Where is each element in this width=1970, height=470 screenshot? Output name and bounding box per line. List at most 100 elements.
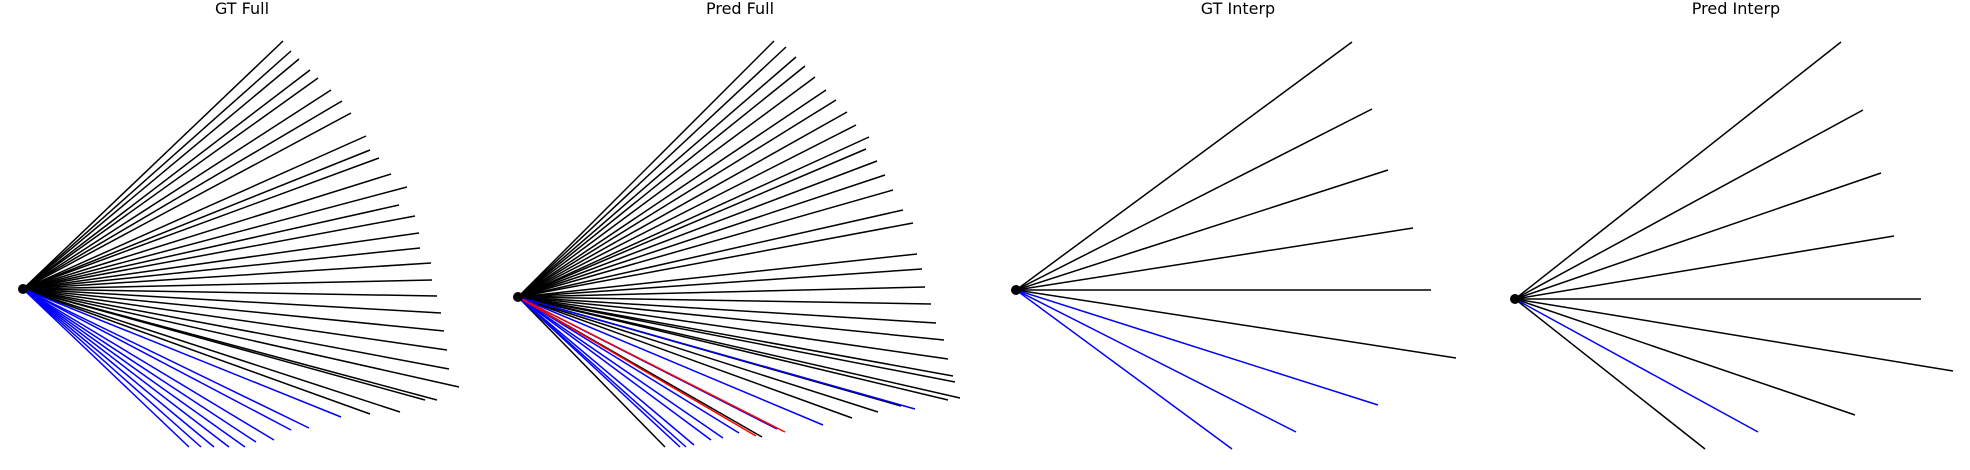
blue-ray [22, 288, 202, 448]
black-ray [22, 69, 311, 290]
black-ray [517, 222, 914, 298]
black-ray [22, 288, 448, 351]
blue-ray [22, 288, 215, 448]
origin-dot [1011, 285, 1021, 295]
blue-ray [22, 288, 292, 431]
black-ray [1015, 41, 1353, 291]
black-ray [517, 296, 932, 305]
blue-ray [517, 296, 712, 441]
panel-title: Pred Interp [1692, 0, 1780, 18]
ray-group [513, 40, 961, 448]
origin-dot [513, 292, 523, 302]
black-ray [22, 288, 438, 297]
black-ray [22, 157, 380, 290]
blue-ray [517, 296, 916, 410]
black-ray [22, 215, 416, 290]
black-ray [1514, 109, 1864, 300]
black-ray [1514, 298, 1706, 450]
black-ray [517, 296, 949, 401]
black-ray [517, 99, 837, 298]
black-ray [22, 173, 392, 290]
blue-ray [517, 296, 724, 439]
black-ray [517, 296, 956, 383]
black-ray [22, 288, 426, 401]
origin-dot [18, 284, 28, 294]
black-ray [22, 262, 432, 290]
black-ray [517, 124, 857, 298]
black-ray [1514, 298, 1856, 416]
black-ray [22, 186, 408, 290]
black-ray [517, 268, 923, 298]
black-ray [517, 296, 879, 413]
black-ray [517, 160, 878, 298]
black-ray [22, 279, 433, 290]
panel-title: Pred Full [706, 0, 774, 18]
blue-ray [1015, 289, 1297, 433]
black-ray [1015, 289, 1457, 359]
black-ray [22, 288, 445, 332]
blue-ray [1015, 289, 1233, 450]
black-ray [1015, 108, 1373, 291]
black-ray [517, 296, 954, 377]
black-ray [517, 76, 816, 298]
black-ray [517, 189, 894, 298]
panel-gt-full: GT Full [18, 0, 460, 448]
black-ray [517, 148, 867, 298]
black-ray [517, 136, 870, 298]
black-ray [22, 288, 371, 415]
black-ray [517, 89, 827, 298]
black-ray [22, 149, 371, 290]
blue-ray [517, 296, 824, 426]
black-ray [22, 288, 442, 314]
black-ray [1514, 41, 1842, 300]
black-ray [22, 89, 332, 290]
red-ray [517, 296, 757, 437]
black-ray [517, 296, 961, 399]
red-ray [517, 296, 786, 433]
black-ray [1514, 235, 1895, 300]
blue-ray [1015, 289, 1379, 406]
black-ray [517, 174, 886, 298]
panel-gt-interp: GT Interp [1011, 0, 1457, 450]
black-ray [517, 296, 937, 324]
blue-ray [22, 288, 275, 441]
black-ray [22, 288, 460, 388]
ray-group [18, 40, 460, 448]
blue-ray [517, 296, 740, 434]
black-ray [517, 56, 797, 298]
origin-dot [1510, 294, 1520, 304]
blue-ray [1514, 298, 1759, 433]
black-ray [22, 58, 300, 290]
panel-title: GT Interp [1201, 0, 1275, 18]
black-ray [22, 288, 401, 413]
black-ray [1514, 298, 1954, 372]
black-ray [22, 100, 343, 290]
ray-group [1510, 41, 1954, 450]
black-ray [1015, 227, 1414, 291]
black-ray [517, 209, 904, 298]
black-ray [517, 296, 666, 448]
black-ray [22, 50, 292, 290]
ray-group [1011, 41, 1457, 450]
black-ray [517, 296, 945, 341]
black-ray [22, 204, 400, 290]
blue-ray [22, 288, 342, 418]
blue-ray [517, 296, 695, 446]
black-ray [22, 232, 420, 290]
blue-ray [22, 288, 246, 448]
black-ray [22, 135, 367, 290]
black-ray [517, 296, 949, 360]
blue-ray [22, 288, 257, 443]
black-ray [517, 46, 787, 298]
black-ray [517, 40, 775, 298]
blue-ray [22, 288, 310, 429]
black-ray [517, 111, 848, 298]
black-ray [22, 40, 284, 290]
panel-pred-full: Pred Full [513, 0, 961, 448]
black-ray [22, 77, 319, 290]
black-ray [22, 288, 450, 370]
panel-pred-interp: Pred Interp [1510, 0, 1954, 450]
panel-title: GT Full [215, 0, 269, 18]
black-ray [22, 112, 352, 290]
